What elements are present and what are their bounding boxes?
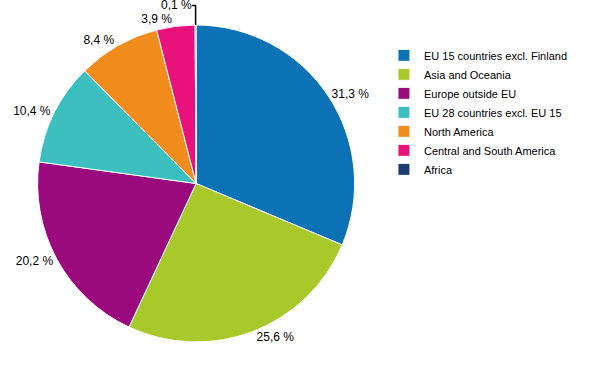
svg-text:31,3 %: 31,3 % (332, 87, 370, 101)
svg-text:Asia and Oceania: Asia and Oceania (424, 69, 512, 81)
svg-text:North America: North America (424, 126, 495, 138)
svg-text:Europe outside EU: Europe outside EU (424, 88, 516, 100)
svg-text:Africa: Africa (424, 164, 453, 176)
svg-text:8,4 %: 8,4 % (83, 33, 114, 47)
svg-text:0,1 %: 0,1 % (161, 0, 192, 12)
svg-text:EU 15 countries excl. Finland: EU 15 countries excl. Finland (424, 50, 567, 62)
svg-text:20,2 %: 20,2 % (16, 254, 54, 268)
svg-text:EU 28 countries excl. EU 15: EU 28 countries excl. EU 15 (424, 107, 562, 119)
svg-text:Central and South America: Central and South America (424, 145, 556, 157)
svg-text:25,6 %: 25,6 % (257, 330, 295, 344)
svg-text:10,4 %: 10,4 % (13, 104, 51, 118)
svg-text:3,9 %: 3,9 % (141, 12, 172, 26)
